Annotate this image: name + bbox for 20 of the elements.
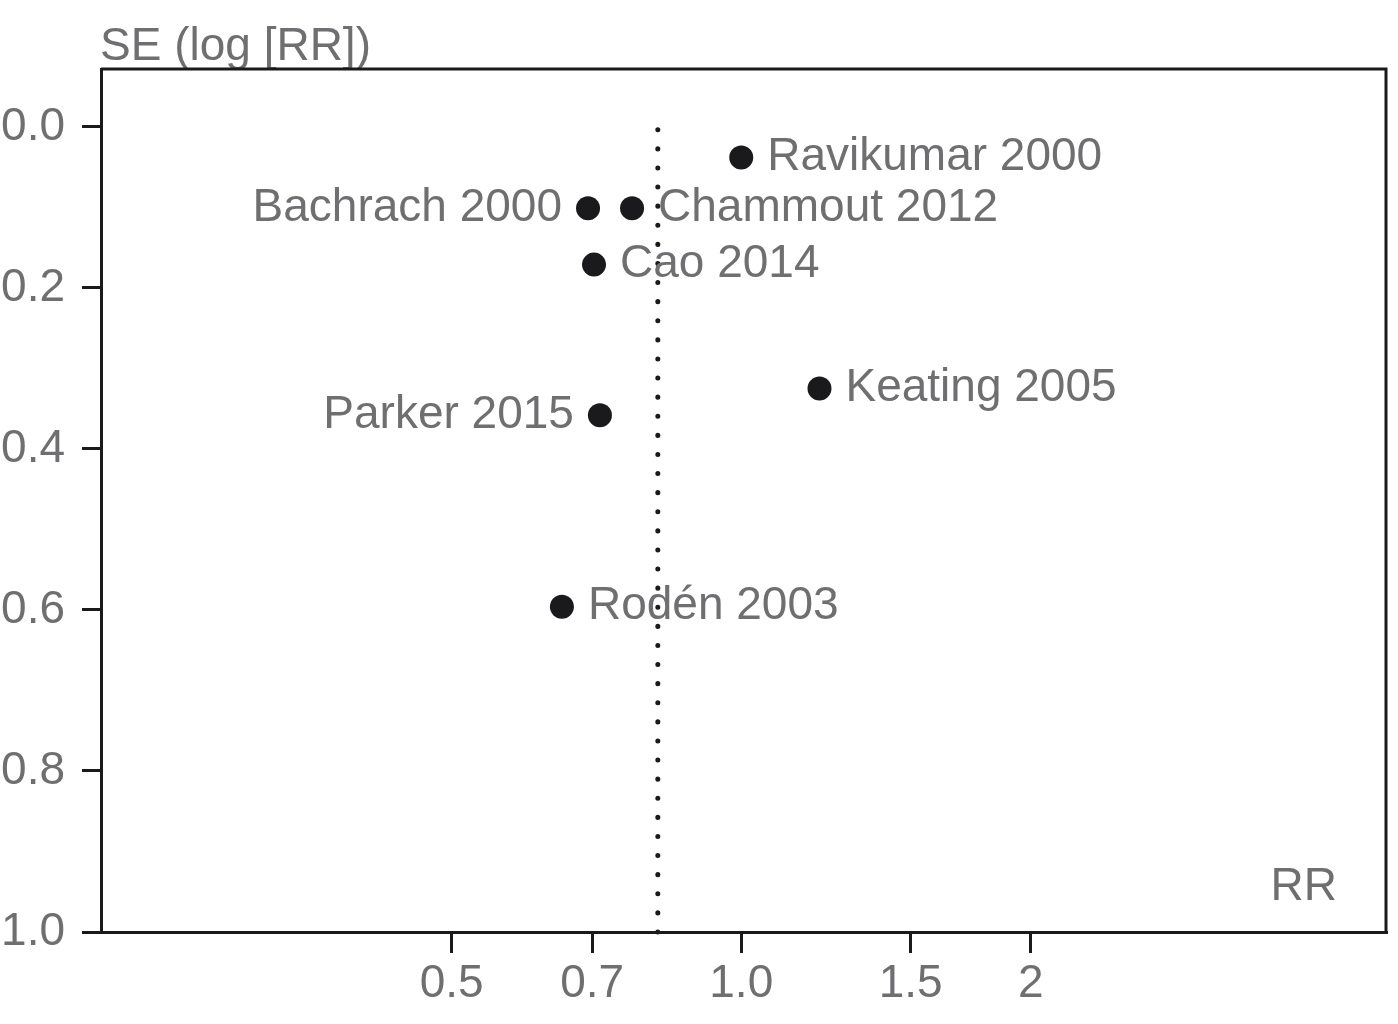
- y-tick-label: 1.0: [1, 902, 65, 955]
- y-tick-label: 0.8: [1, 741, 65, 794]
- x-tick-label: 1.5: [878, 955, 943, 1008]
- annotation: Rodén 2003: [587, 577, 839, 630]
- annotation: Cao 2014: [620, 235, 820, 288]
- y-tick-label: 0.6: [1, 580, 65, 633]
- x-tick-label: 1.0: [709, 955, 774, 1008]
- y-axis-title: SE (log [RR]): [100, 18, 371, 70]
- annotation: Bachrach 2000: [252, 178, 563, 231]
- y-tick-label: 0.2: [1, 258, 65, 311]
- annotation: Ravikumar 2000: [767, 128, 1103, 181]
- annotation: Keating 2005: [845, 359, 1117, 412]
- annotation: Chammout 2012: [658, 178, 999, 231]
- y-tick-label: 0.0: [1, 97, 65, 150]
- annotation: Parker 2015: [323, 385, 574, 438]
- x-tick-label: 0.5: [419, 955, 484, 1008]
- x-tick-label: 0.7: [560, 955, 625, 1008]
- x-tick-label: 2: [1018, 955, 1044, 1008]
- x-axis-title: RR: [1270, 858, 1337, 910]
- y-tick-label: 0.4: [1, 419, 65, 472]
